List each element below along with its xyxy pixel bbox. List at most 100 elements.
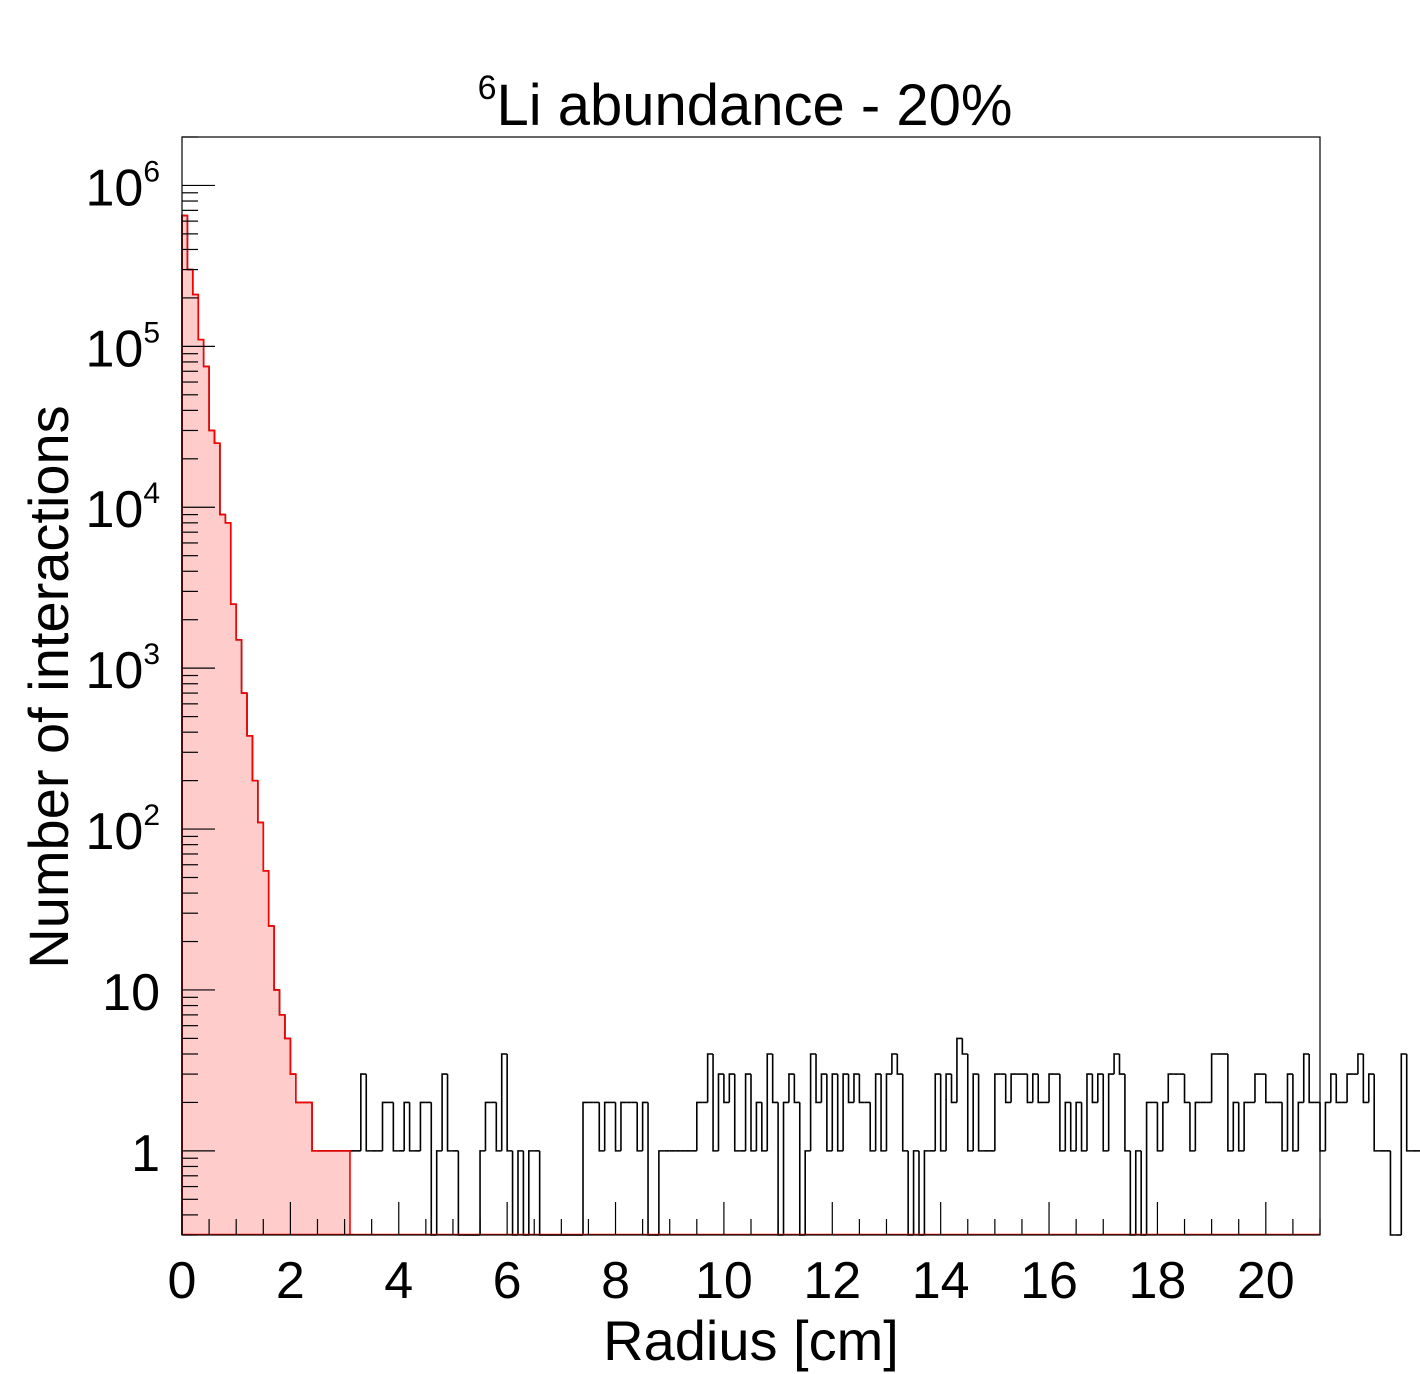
y-tick-label: 106	[85, 155, 160, 217]
histogram-bin	[1134, 1150, 1142, 1235]
histogram-bin	[853, 1073, 860, 1103]
histogram-bin	[950, 1074, 957, 1104]
histogram-bin	[517, 1150, 524, 1235]
histogram-bin	[1357, 1053, 1364, 1075]
histogram-bin	[1330, 1073, 1337, 1103]
histogram-bin	[815, 1053, 822, 1104]
histogram-bin	[966, 1053, 974, 1152]
histogram-bin	[809, 1053, 817, 1151]
x-tick-label: 16	[1020, 1252, 1078, 1310]
y-tick-label: 102	[85, 799, 160, 861]
histogram-bin	[1346, 1073, 1353, 1103]
histogram-bin	[723, 1074, 730, 1104]
histogram-bin	[1124, 1074, 1131, 1152]
histogram-bin	[636, 1102, 643, 1152]
x-tick-label: 18	[1129, 1252, 1187, 1310]
histogram-bin	[1265, 1074, 1272, 1104]
x-tick-label: 8	[601, 1252, 630, 1310]
histogram-bin	[1227, 1053, 1234, 1152]
y-tick-label: 10	[102, 964, 160, 1022]
histogram-bin	[1048, 1073, 1055, 1103]
chart-title: 6Li abundance - 20%	[478, 69, 1013, 138]
histogram-bin	[1362, 1053, 1369, 1104]
histogram-bin	[1324, 1101, 1331, 1151]
histogram-bin	[842, 1073, 849, 1151]
histogram-bin	[1113, 1053, 1120, 1075]
histogram-bin	[945, 1073, 952, 1151]
chart-title-superscript: 6	[478, 69, 497, 107]
histogram-bin	[793, 1074, 800, 1104]
histogram-bin	[446, 1074, 453, 1152]
histogram-bin	[1281, 1102, 1288, 1152]
y-tick-label: 103	[85, 638, 160, 700]
histogram-bin	[1026, 1074, 1033, 1104]
histogram-bin	[788, 1073, 795, 1103]
histogram-bin	[901, 1074, 909, 1152]
histogram-bin	[435, 1150, 443, 1235]
y-tick-label: 104	[85, 477, 160, 539]
histogram-bin	[1210, 1053, 1218, 1103]
histogram-bin	[500, 1053, 508, 1151]
histogram-bin	[1335, 1074, 1342, 1104]
histogram-bin	[956, 1037, 963, 1103]
histogram-bin	[1183, 1074, 1190, 1104]
histogram-bin	[1254, 1073, 1261, 1103]
histogram-bin	[1080, 1102, 1087, 1152]
histogram-bin	[771, 1053, 779, 1104]
histogram-bin	[750, 1074, 757, 1152]
histogram-bin	[479, 1150, 486, 1235]
histogram-bin	[1107, 1073, 1115, 1151]
x-tick-label: 0	[168, 1252, 197, 1310]
histogram-bin	[1405, 1053, 1413, 1152]
histogram-bin	[1194, 1101, 1201, 1151]
series-fill-area	[182, 215, 350, 1235]
histogram-bin	[495, 1102, 502, 1152]
histogram-bin	[885, 1073, 892, 1151]
histogram-bin	[392, 1102, 399, 1152]
histogram-bin	[977, 1074, 985, 1152]
histogram-bin	[744, 1073, 751, 1151]
histogram-bin	[847, 1074, 854, 1104]
histogram-bin	[1292, 1074, 1299, 1152]
histogram-bin	[831, 1073, 838, 1151]
histogram-bin	[874, 1073, 882, 1151]
histogram-bin	[1243, 1101, 1250, 1151]
histogram-bin	[972, 1073, 979, 1151]
chart-title-main: Li abundance - 20%	[496, 73, 1012, 138]
histogram-bin	[506, 1053, 513, 1152]
histogram-bin	[766, 1053, 773, 1151]
x-tick-label: 10	[695, 1252, 753, 1310]
histogram-bin	[869, 1102, 876, 1152]
x-tick-label: 12	[803, 1252, 861, 1310]
histogram-bin	[782, 1101, 789, 1235]
y-tick-label: 1	[131, 1125, 160, 1183]
y-tick-label: 105	[85, 316, 160, 378]
histogram-bin	[923, 1150, 930, 1235]
histogram-bin	[1091, 1074, 1098, 1104]
histogram-bin	[994, 1073, 1001, 1151]
histogram-bin	[484, 1101, 491, 1151]
histogram-bin	[1097, 1073, 1104, 1103]
histogram-bin	[939, 1074, 947, 1152]
histogram-bin	[1064, 1101, 1071, 1151]
histogram-bin	[1031, 1073, 1039, 1103]
x-tick-label: 14	[912, 1252, 970, 1310]
x-axis-label: Radius [cm]	[603, 1309, 899, 1372]
histogram-bin	[1400, 1053, 1407, 1235]
histogram-bin	[360, 1073, 367, 1151]
histogram-bin	[880, 1074, 887, 1152]
histogram-bin	[582, 1101, 589, 1235]
histogram-bin	[419, 1101, 426, 1151]
histogram-bin	[598, 1102, 605, 1152]
histogram-bin	[912, 1150, 919, 1235]
histogram-bin	[614, 1102, 621, 1152]
histogram-bin	[1059, 1074, 1066, 1152]
histogram-bin	[696, 1101, 703, 1151]
histogram-bin	[1232, 1101, 1239, 1151]
histogram-bin	[365, 1074, 372, 1152]
histogram-bin	[1010, 1073, 1017, 1103]
histogram-bin	[1069, 1102, 1077, 1152]
histogram-bin	[641, 1101, 649, 1151]
histogram-bin	[1156, 1102, 1163, 1152]
